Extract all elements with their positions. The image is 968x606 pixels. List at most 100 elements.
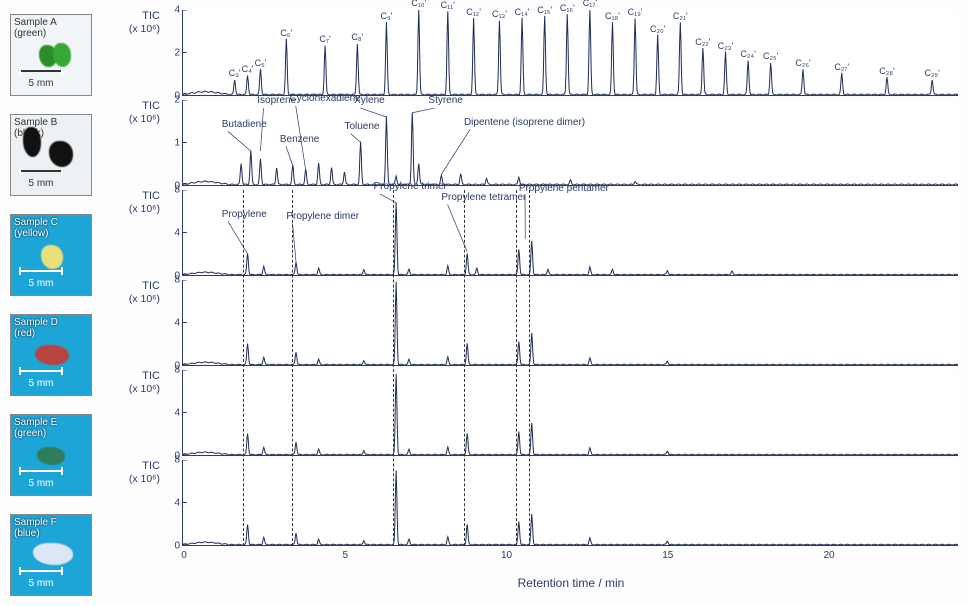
peak-label: C₁₈' <box>605 11 620 21</box>
scalebar: 5 mm <box>19 470 63 489</box>
annotation: Cyclohexadiene <box>290 93 361 104</box>
plot-b: IsopreneButadieneCyclohexadieneBenzeneXy… <box>182 100 958 186</box>
scalebar-text: 5 mm <box>19 278 63 289</box>
x-axis: 05101520 Retention time / min <box>184 550 958 584</box>
thumb-sample-b: Sample B(black) 5 mm <box>10 114 92 196</box>
thumb-label: Sample D(red) <box>14 317 58 339</box>
thumb-sample-a: Sample A(green) 5 mm <box>10 14 92 96</box>
peak-label: C₂₈' <box>879 66 894 76</box>
scalebar-text: 5 mm <box>19 378 63 389</box>
chart-row-d: TIC(x 10⁶)048 <box>106 280 958 366</box>
peak-label: C₁₃' <box>492 9 507 19</box>
thumb-label: Sample C(yellow) <box>14 217 58 239</box>
guide-line <box>529 190 530 546</box>
peak-label: C₅' <box>255 58 267 68</box>
guide-line <box>393 190 394 546</box>
peak-label: C₁₆' <box>560 3 575 13</box>
peak-label: C₄' <box>242 64 254 74</box>
annotation: Xylene <box>354 95 385 106</box>
chart-row-b: TIC(x 10⁶)012IsopreneButadieneCyclohexad… <box>106 100 958 186</box>
x-tick: 0 <box>181 550 187 561</box>
guide-line <box>243 190 244 546</box>
y-label: TIC(x 10⁶) <box>106 370 164 456</box>
thumb-sample-f: Sample F(blue) 5 mm <box>10 514 92 596</box>
annotation: Propylene dimer <box>286 211 359 222</box>
chart-row-a: TIC(x 10⁶)024C₃'C₄'C₅'C₆'C₇'C₈'C₉'C₁₀'C₁… <box>106 10 958 96</box>
annotation: Benzene <box>280 134 319 145</box>
y-ticks: 024 <box>164 10 182 96</box>
x-tick: 20 <box>823 550 834 561</box>
x-ticks: 0 5 10 15 20 <box>184 550 958 562</box>
peak-label: C₁₉' <box>628 7 643 17</box>
scalebar: 5 mm <box>19 570 63 589</box>
peak-label: C₂₁' <box>673 11 688 21</box>
peak-label: C₂₅' <box>763 51 778 61</box>
thumb-label: Sample E(green) <box>14 417 57 439</box>
thumb-label: Sample F(blue) <box>14 517 57 539</box>
thumb-sample-c: Sample C(yellow) 5 mm <box>10 214 92 296</box>
peak-label: C₁₁' <box>441 0 455 10</box>
chart-row-e: TIC(x 10⁶)048 <box>106 370 958 456</box>
thumb-sample-e: Sample E(green) 5 mm <box>10 414 92 496</box>
peak-label: C₂₀' <box>650 24 665 34</box>
annotation: Butadiene <box>222 119 267 130</box>
peak-label: C₂₉' <box>925 68 940 78</box>
annotation: Toluene <box>344 121 379 132</box>
y-ticks: 048 <box>164 460 182 546</box>
plot-a: C₃'C₄'C₅'C₆'C₇'C₈'C₉'C₁₀'C₁₁'C₁₂'C₁₃'C₁₄… <box>182 10 958 96</box>
x-axis-label: Retention time / min <box>184 576 958 590</box>
chart-row-c: TIC(x 10⁶)048 Propylene Propylene dimer Pro… <box>106 190 958 276</box>
peak-label: C₁₇' <box>583 0 597 8</box>
x-tick: 15 <box>662 550 673 561</box>
x-tick: 5 <box>342 550 348 561</box>
peak-label: C₂₃' <box>718 41 733 51</box>
y-label: TIC(x 10⁶) <box>106 10 164 96</box>
scalebar: 5 mm <box>19 70 63 89</box>
scalebar-text: 5 mm <box>19 78 63 89</box>
scalebar: 5 mm <box>19 270 63 289</box>
peak-label: C₂₂' <box>695 37 710 47</box>
scalebar: 5 mm <box>19 370 63 389</box>
annotation: Propylene <box>222 209 267 220</box>
peak-label: C₂₆' <box>795 58 810 68</box>
peak-label: C₆' <box>280 28 292 38</box>
annotation: Propylene tetramer <box>441 192 526 203</box>
peak-label: C₈' <box>351 32 363 42</box>
scalebar-text: 5 mm <box>19 178 63 189</box>
plot-f <box>182 460 958 546</box>
peak-label: C₂₄' <box>740 49 755 59</box>
peak-label: C₁₂' <box>466 7 481 17</box>
peak-label: C₁₅' <box>537 5 552 15</box>
x-tick: 10 <box>501 550 512 561</box>
sample-thumbnails: Sample A(green) 5 mm Sample B(black) 5 m… <box>10 10 100 596</box>
plot-c: PropylenePropylene dimerPropylene trimer… <box>182 190 958 276</box>
annotation: Propylene trimer <box>374 181 447 192</box>
guide-line <box>292 190 293 546</box>
scalebar-text: 5 mm <box>19 578 63 589</box>
plot-d <box>182 280 958 366</box>
y-label: TIC(x 10⁶) <box>106 280 164 366</box>
guide-line <box>516 190 517 546</box>
y-ticks: 048 <box>164 280 182 366</box>
scalebar-text: 5 mm <box>19 478 63 489</box>
guide-line <box>464 190 465 546</box>
peak-label: C₇' <box>319 34 330 44</box>
figure: Sample A(green) 5 mm Sample B(black) 5 m… <box>10 10 958 596</box>
peak-label: C₁₀' <box>411 0 426 8</box>
peak-label: C₁₄' <box>515 7 530 17</box>
y-label: TIC(x 10⁶) <box>106 100 164 186</box>
y-label: TIC(x 10⁶) <box>106 190 164 276</box>
y-label: TIC(x 10⁶) <box>106 460 164 546</box>
y-ticks: 048 <box>164 370 182 456</box>
thumb-label: Sample A(green) <box>14 17 57 39</box>
chart-row-f: TIC(x 10⁶)048 <box>106 460 958 546</box>
peak-label: C₉' <box>381 11 393 21</box>
y-ticks: 048 <box>164 190 182 276</box>
charts-column: Cx': Olefin (x: carbon number) TIC(x 10⁶… <box>106 10 958 596</box>
thumb-sample-d: Sample D(red) 5 mm <box>10 314 92 396</box>
annotation: Styrene <box>428 95 462 106</box>
peak-label: C₂₇' <box>834 62 849 72</box>
plot-e <box>182 370 958 456</box>
annotation: Propylene pentamer <box>519 183 609 194</box>
y-ticks: 012 <box>164 100 182 186</box>
